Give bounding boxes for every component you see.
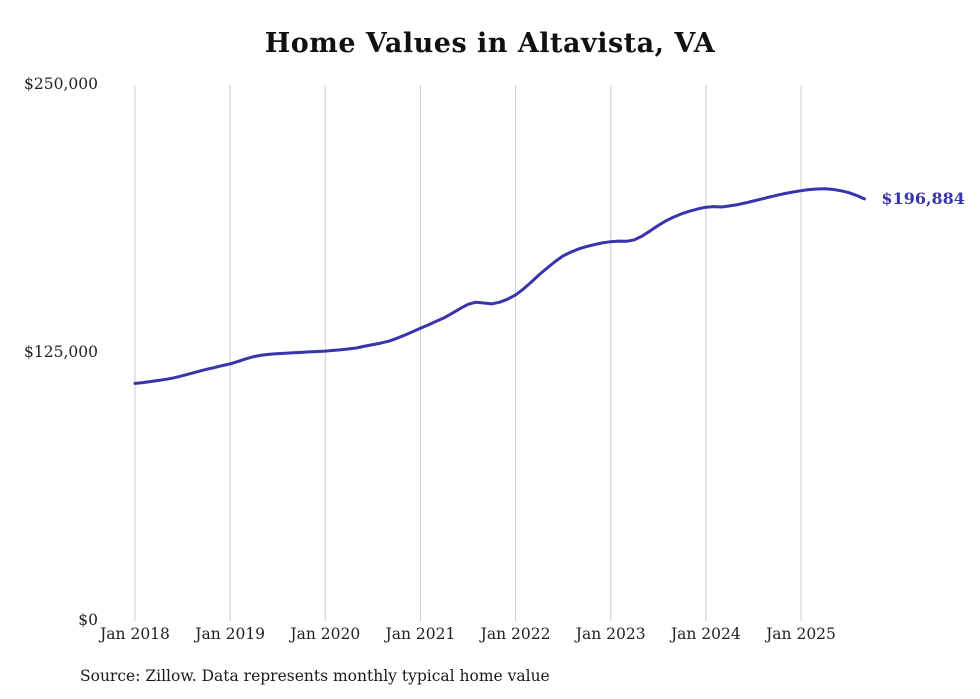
x-axis-tick-label: Jan 2018 — [100, 625, 170, 643]
x-axis-tick-label: Jan 2025 — [766, 625, 836, 643]
y-axis-tick-label: $125,000 — [24, 343, 98, 361]
x-axis-tick-label: Jan 2021 — [385, 625, 456, 643]
end-value-label: $196,884 — [881, 188, 965, 208]
x-axis-tick-label: Jan 2019 — [195, 625, 266, 643]
home-value-series-line — [133, 187, 866, 385]
source-note: Source: Zillow. Data represents monthly … — [80, 667, 550, 685]
chart-title: Home Values in Altavista, VA — [264, 28, 716, 59]
x-axis-tick-label: Jan 2020 — [290, 625, 361, 643]
y-axis-tick-label: $250,000 — [24, 75, 98, 93]
x-axis-tick-label: Jan 2024 — [670, 625, 741, 643]
y-axis-tick-label: $0 — [78, 611, 98, 629]
x-axis-tick-label: Jan 2022 — [480, 625, 551, 643]
x-axis-tick-label: Jan 2023 — [575, 625, 646, 643]
